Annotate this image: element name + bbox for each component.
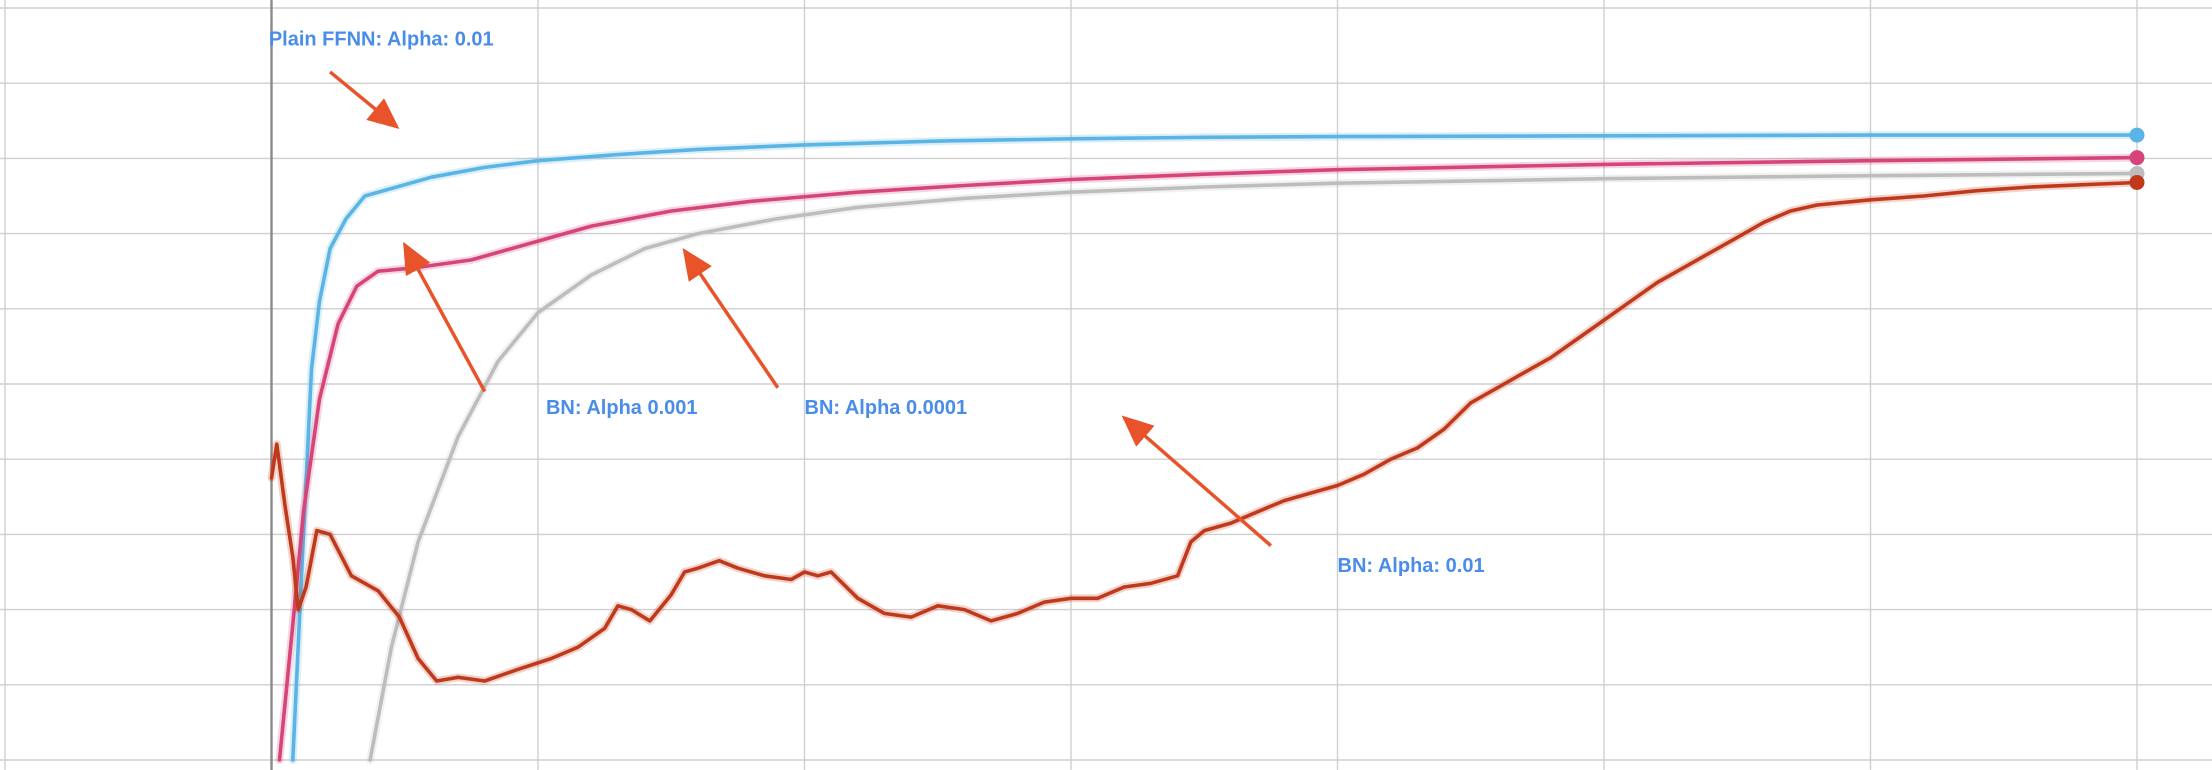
annotation-label-3: BN: Alpha: 0.01 (1338, 555, 1485, 577)
annotation-arrow-0 (329, 70, 400, 130)
series-0-endpoint-marker[interactable] (2129, 127, 2145, 143)
series-0-line (291, 133, 2139, 762)
series-1-line (277, 155, 2139, 762)
series-3-endpoint-marker[interactable] (2129, 174, 2145, 190)
series-2-halo (366, 169, 2141, 764)
annotation-arrow-3 (1121, 415, 1273, 547)
annotation-label-2: BN: Alpha 0.0001 (805, 397, 968, 419)
annotation-label-1: BN: Alpha 0.001 (546, 397, 698, 419)
annotation-label-0: Plain FFNN: Alpha: 0.01 (269, 29, 494, 51)
annotations-group: Plain FFNN: Alpha: 0.01 BN: Alpha 0.001 BN… (269, 29, 1485, 577)
series-3-halo (267, 178, 2141, 685)
annotation-arrow-1 (403, 241, 487, 393)
series-3-line (269, 180, 2139, 683)
series-2-line (368, 171, 2139, 762)
series-group (267, 127, 2145, 764)
annotation-arrow-2 (682, 248, 780, 389)
series-1-endpoint-marker[interactable] (2129, 150, 2145, 166)
